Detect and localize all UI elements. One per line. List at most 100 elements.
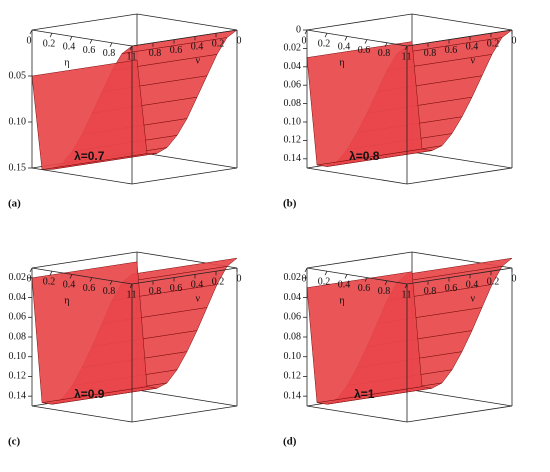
- x-tick: [324, 271, 328, 276]
- y-tick-label: 0.04: [9, 292, 27, 303]
- y-tick-label: 0.12: [284, 135, 302, 146]
- panel-label: (c): [8, 436, 21, 448]
- box-edge: [406, 29, 513, 47]
- box-edge: [131, 29, 238, 47]
- y-tick-label: 0.06: [284, 79, 302, 90]
- box-edge: [31, 13, 138, 31]
- y-tick-label: 0.14: [284, 153, 302, 164]
- x-tick: [89, 277, 93, 282]
- box-edge: [136, 389, 238, 407]
- panel-label: (b): [283, 198, 297, 210]
- z-tick-label: 0.2: [487, 276, 500, 287]
- x-tick-label: 0.2: [318, 276, 331, 287]
- x-tick: [384, 280, 388, 285]
- x-tick-label: 0.2: [43, 38, 56, 49]
- x-tick-label: 0: [302, 273, 307, 284]
- x-tick: [324, 33, 328, 38]
- box-edge: [136, 13, 238, 31]
- box-edge: [306, 267, 408, 285]
- box-edge: [131, 405, 238, 423]
- x-tick-label: 0.6: [83, 283, 96, 294]
- box-edge: [411, 151, 513, 169]
- x-tick-label: 0.4: [63, 280, 76, 291]
- z-axis-label: ν: [195, 293, 200, 304]
- z-tick-label: 0.8: [424, 286, 437, 297]
- z-tick-label: 1: [407, 51, 412, 62]
- panel-label: (d): [283, 436, 297, 448]
- box-edge: [31, 29, 133, 47]
- z-tick-label: 0.2: [212, 276, 225, 287]
- panel: 0.02 0.04 0.06 0.08 0.10 0.12 0.14 0 0.2 0.4 0.6 0.…: [283, 251, 517, 448]
- x-tick-label: 0.4: [338, 280, 351, 291]
- x-tick-label: 0.6: [358, 45, 371, 56]
- box-edge: [306, 29, 408, 47]
- x-tick: [109, 280, 113, 285]
- z-tick-label: 0.8: [424, 48, 437, 59]
- box-edge: [306, 167, 408, 185]
- box-edge: [306, 405, 408, 423]
- box-edge: [406, 167, 513, 185]
- z-tick-label: 0: [512, 273, 517, 284]
- box-edge: [31, 251, 138, 269]
- z-tick-label: 0.4: [466, 280, 479, 291]
- y-tick-label: 0.14: [9, 390, 27, 401]
- y-tick-label: 0.06: [284, 312, 302, 323]
- y-tick-label: 0.12: [9, 371, 27, 382]
- x-tick-label: 0.8: [103, 286, 116, 297]
- box-edge: [411, 13, 513, 31]
- x-tick-label: 0.8: [378, 48, 391, 59]
- x-axis-label: η: [64, 57, 69, 68]
- box-edge: [406, 267, 513, 285]
- z-tick-label: 0.4: [466, 42, 479, 53]
- x-tick-label: 0.6: [358, 283, 371, 294]
- x-tick-label: 0.2: [318, 38, 331, 49]
- x-tick-label: 0.4: [338, 42, 351, 53]
- x-tick-label: 0.4: [63, 42, 76, 53]
- surface-strip: [306, 271, 423, 403]
- x-tick: [304, 267, 308, 273]
- y-tick-label: 0.02: [284, 272, 302, 283]
- box-edge: [31, 167, 133, 185]
- x-tick: [49, 33, 53, 38]
- z-tick-label: 0.6: [170, 283, 183, 294]
- y-tick-label: 0: [296, 24, 301, 35]
- x-tick-label: 1: [127, 289, 132, 300]
- x-tick-label: 0.6: [83, 45, 96, 56]
- x-tick-label: 1: [127, 51, 132, 62]
- panel-title: λ=0.7: [74, 149, 105, 163]
- z-tick-label: 0.2: [212, 38, 225, 49]
- surface-strip: [31, 261, 148, 403]
- y-tick-label: 0.10: [9, 351, 27, 362]
- x-tick: [89, 39, 93, 44]
- box-edge: [411, 389, 513, 407]
- y-tick-label: 0.04: [284, 292, 302, 303]
- z-axis-label: ν: [470, 55, 475, 66]
- y-tick-label: 0.04: [284, 61, 302, 72]
- x-tick: [69, 274, 73, 279]
- box-edge: [131, 267, 238, 285]
- panel-title: λ=0.9: [74, 387, 105, 401]
- x-tick: [304, 29, 308, 35]
- z-tick-label: 0.8: [149, 48, 162, 59]
- x-tick: [364, 277, 368, 282]
- y-tick-label: 0.14: [284, 390, 302, 401]
- z-tick-label: 0: [237, 35, 242, 46]
- x-tick: [29, 267, 33, 273]
- x-tick-label: 0: [302, 35, 307, 46]
- x-tick: [49, 271, 53, 276]
- x-tick-label: 0: [27, 35, 32, 46]
- box-edge: [306, 251, 413, 269]
- x-tick-label: 0.2: [43, 276, 56, 287]
- z-axis-label: ν: [470, 293, 475, 304]
- x-tick: [364, 39, 368, 44]
- surface-strip: [31, 59, 148, 170]
- x-tick: [109, 42, 113, 47]
- surface-strip: [306, 41, 423, 166]
- z-tick-label: 0.6: [445, 283, 458, 294]
- x-tick: [384, 42, 388, 47]
- x-tick: [69, 36, 73, 41]
- z-tick-label: 0.4: [191, 42, 204, 53]
- panel-title: λ=1: [354, 387, 375, 401]
- x-axis-label: η: [339, 295, 344, 306]
- box-edge: [131, 167, 238, 185]
